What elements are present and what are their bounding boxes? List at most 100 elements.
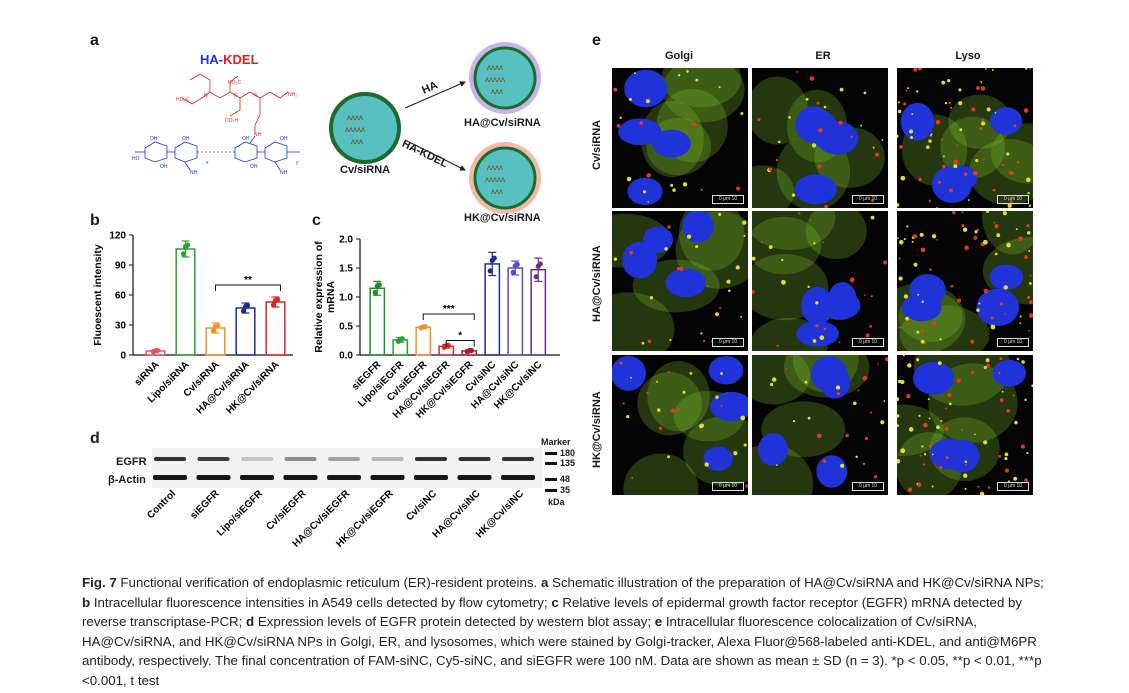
- punctum: [928, 139, 932, 143]
- punctum: [917, 293, 920, 296]
- lane-label: siEGFR: [188, 488, 222, 522]
- punctum: [752, 289, 755, 294]
- punctum: [742, 220, 747, 225]
- svg-text:y: y: [296, 160, 299, 166]
- panel-a-letter: a: [90, 32, 99, 49]
- punctum: [982, 158, 985, 161]
- punctum: [897, 134, 899, 138]
- punctum: [897, 458, 901, 464]
- punctum: [942, 164, 946, 169]
- svg-text:NH: NH: [254, 132, 262, 138]
- nucleus: [816, 455, 848, 488]
- punctum: [1013, 476, 1018, 481]
- punctum: [976, 86, 980, 90]
- punctum: [970, 339, 975, 344]
- punctum: [812, 339, 817, 343]
- punctum: [860, 124, 863, 127]
- svg-text:OH: OH: [250, 164, 258, 170]
- punctum: [702, 340, 706, 343]
- punctum: [658, 116, 661, 118]
- punctum: [1029, 313, 1033, 318]
- punctum: [907, 322, 910, 325]
- punctum: [923, 422, 928, 428]
- punctum: [740, 111, 744, 115]
- nucleus: [992, 359, 1026, 387]
- scale-bar: 0 μm 10: [997, 482, 1029, 491]
- nucleus: [758, 433, 789, 466]
- punctum: [948, 402, 952, 406]
- nucleus: [909, 274, 946, 306]
- caption-c: c: [551, 594, 559, 610]
- cytoplasm-stain: [752, 165, 795, 208]
- punctum: [910, 136, 914, 139]
- nucleus: [817, 291, 861, 320]
- punctum: [881, 139, 884, 141]
- punctum: [740, 415, 746, 421]
- nucleus: [990, 107, 1023, 135]
- punctum: [939, 338, 942, 341]
- punctum: [921, 300, 924, 304]
- punctum: [985, 358, 990, 363]
- punctum: [865, 333, 870, 338]
- punctum: [898, 276, 903, 281]
- micro-cvsirna-lyso: 0 μm 10: [897, 68, 1033, 208]
- caption-t3: Intracellular fluorescence intensities i…: [90, 594, 552, 610]
- punctum: [936, 238, 939, 241]
- punctum: [677, 74, 681, 77]
- punctum: [695, 245, 699, 249]
- scale-bar: 0 μm 10: [852, 482, 884, 491]
- egfr-band: [502, 457, 534, 461]
- nucleus: [929, 438, 971, 470]
- scale-bar: 0 μm 10: [852, 195, 884, 204]
- punctum: [961, 211, 964, 214]
- egfr-band: [371, 457, 404, 461]
- marker-48-label: 48: [560, 474, 571, 484]
- row-label-ha: HA@Cv/siRNA: [591, 245, 603, 322]
- data-point: [537, 261, 543, 267]
- punctum: [641, 341, 645, 345]
- punctum: [903, 238, 906, 241]
- bar: [530, 268, 547, 356]
- caption-a: a: [540, 575, 549, 590]
- y-tick-label: 0: [120, 351, 126, 362]
- scale-bar: 0 μm 10: [997, 338, 1029, 347]
- nucleus: [989, 264, 1024, 290]
- punctum: [975, 158, 979, 163]
- punctum: [994, 252, 998, 256]
- punctum: [1003, 285, 1008, 290]
- punctum: [906, 225, 909, 228]
- svg-text:ʌʌʌ: ʌʌʌ: [491, 87, 503, 96]
- x-tick-label: HA@Cv/siRNA: [195, 359, 252, 416]
- punctum: [1002, 211, 1007, 216]
- punctum: [993, 221, 996, 224]
- punctum: [976, 308, 980, 312]
- svg-text:NH: NH: [280, 170, 288, 176]
- punctum: [998, 371, 1001, 375]
- lane-label: Cv/siNC: [404, 488, 439, 523]
- nucleus: [612, 355, 646, 391]
- bar: [484, 263, 501, 356]
- nucleus: [643, 226, 673, 253]
- punctum: [900, 379, 905, 385]
- punctum: [980, 86, 986, 91]
- punctum: [916, 483, 919, 485]
- nucleus: [796, 320, 839, 347]
- punctum: [958, 88, 962, 92]
- marker-35: 35: [545, 485, 570, 495]
- punctum: [987, 486, 991, 489]
- punctum: [855, 455, 858, 459]
- punctum: [642, 190, 647, 194]
- data-point: [399, 336, 405, 342]
- cytoplasm-stain: [637, 372, 702, 436]
- punctum: [915, 90, 919, 93]
- caption-e: e: [654, 614, 663, 629]
- significance-bracket: [422, 313, 475, 320]
- punctum: [817, 164, 822, 169]
- punctum: [880, 420, 885, 425]
- cytoplasm-stain: [612, 292, 675, 351]
- punctum: [994, 224, 999, 229]
- punctum: [720, 372, 723, 375]
- nucleus: [652, 129, 691, 158]
- punctum: [837, 392, 841, 396]
- egfr-row-label: EGFR: [116, 456, 147, 468]
